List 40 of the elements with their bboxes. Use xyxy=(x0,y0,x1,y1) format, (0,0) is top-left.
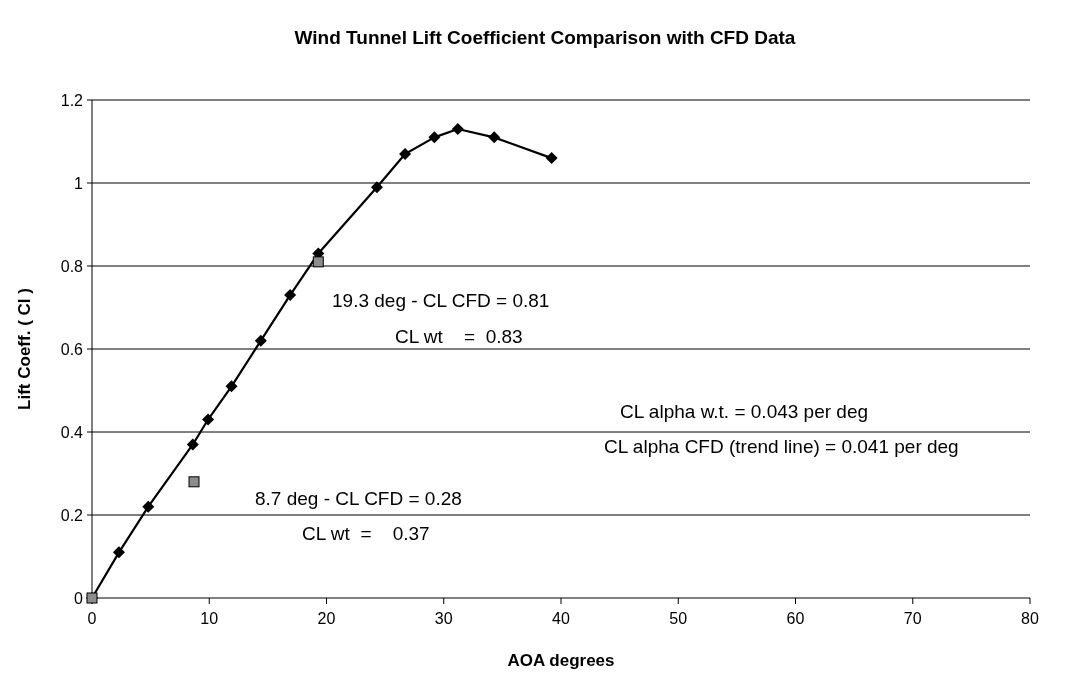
annotation: 19.3 deg - CL CFD = 0.81 xyxy=(332,290,550,311)
annotation: 8.7 deg - CL CFD = 0.28 xyxy=(255,488,462,509)
x-tick-label: 70 xyxy=(903,610,922,627)
annotation: CL wt = 0.83 xyxy=(395,326,523,347)
point xyxy=(284,289,297,302)
point xyxy=(451,123,464,136)
point xyxy=(488,131,501,144)
point xyxy=(202,413,215,426)
annotation: CL alpha w.t. = 0.043 per deg xyxy=(620,401,869,422)
x-tick-label: 0 xyxy=(87,610,97,627)
x-tick-label: 10 xyxy=(200,610,219,627)
point xyxy=(188,476,200,488)
y-tick-label: 1.2 xyxy=(60,91,84,109)
point xyxy=(112,546,125,559)
x-tick-label: 20 xyxy=(317,610,336,627)
point xyxy=(545,152,558,165)
point xyxy=(142,500,155,513)
x-tick-label: 40 xyxy=(552,610,570,627)
point xyxy=(370,181,383,194)
x-tick-label: 50 xyxy=(669,610,688,627)
y-tick-label: 0 xyxy=(74,589,84,607)
y-tick-label: 0.8 xyxy=(60,257,84,275)
annotation: CL wt = 0.37 xyxy=(302,523,430,544)
x-axis-title: AOA degrees xyxy=(507,651,615,670)
x-tick-label: 30 xyxy=(434,610,453,627)
y-tick-label: 0.4 xyxy=(60,423,84,441)
point xyxy=(186,438,199,451)
y-tick-label: 0.2 xyxy=(60,506,84,524)
y-axis-title: Lift Coeff. ( Cl ) xyxy=(15,288,34,410)
point xyxy=(225,380,238,393)
annotation: CL alpha CFD (trend line) = 0.041 per deg xyxy=(604,436,959,457)
point xyxy=(312,256,324,268)
x-tick-label: 60 xyxy=(786,610,805,627)
x-tick-label: 80 xyxy=(1021,610,1039,627)
y-tick-label: 1 xyxy=(74,174,84,192)
chart-title: Wind Tunnel Lift Coefficient Comparison with CFD Data xyxy=(294,27,796,48)
point xyxy=(428,131,441,144)
point xyxy=(399,147,412,160)
y-tick-label: 0.6 xyxy=(60,340,84,358)
point xyxy=(254,334,267,347)
